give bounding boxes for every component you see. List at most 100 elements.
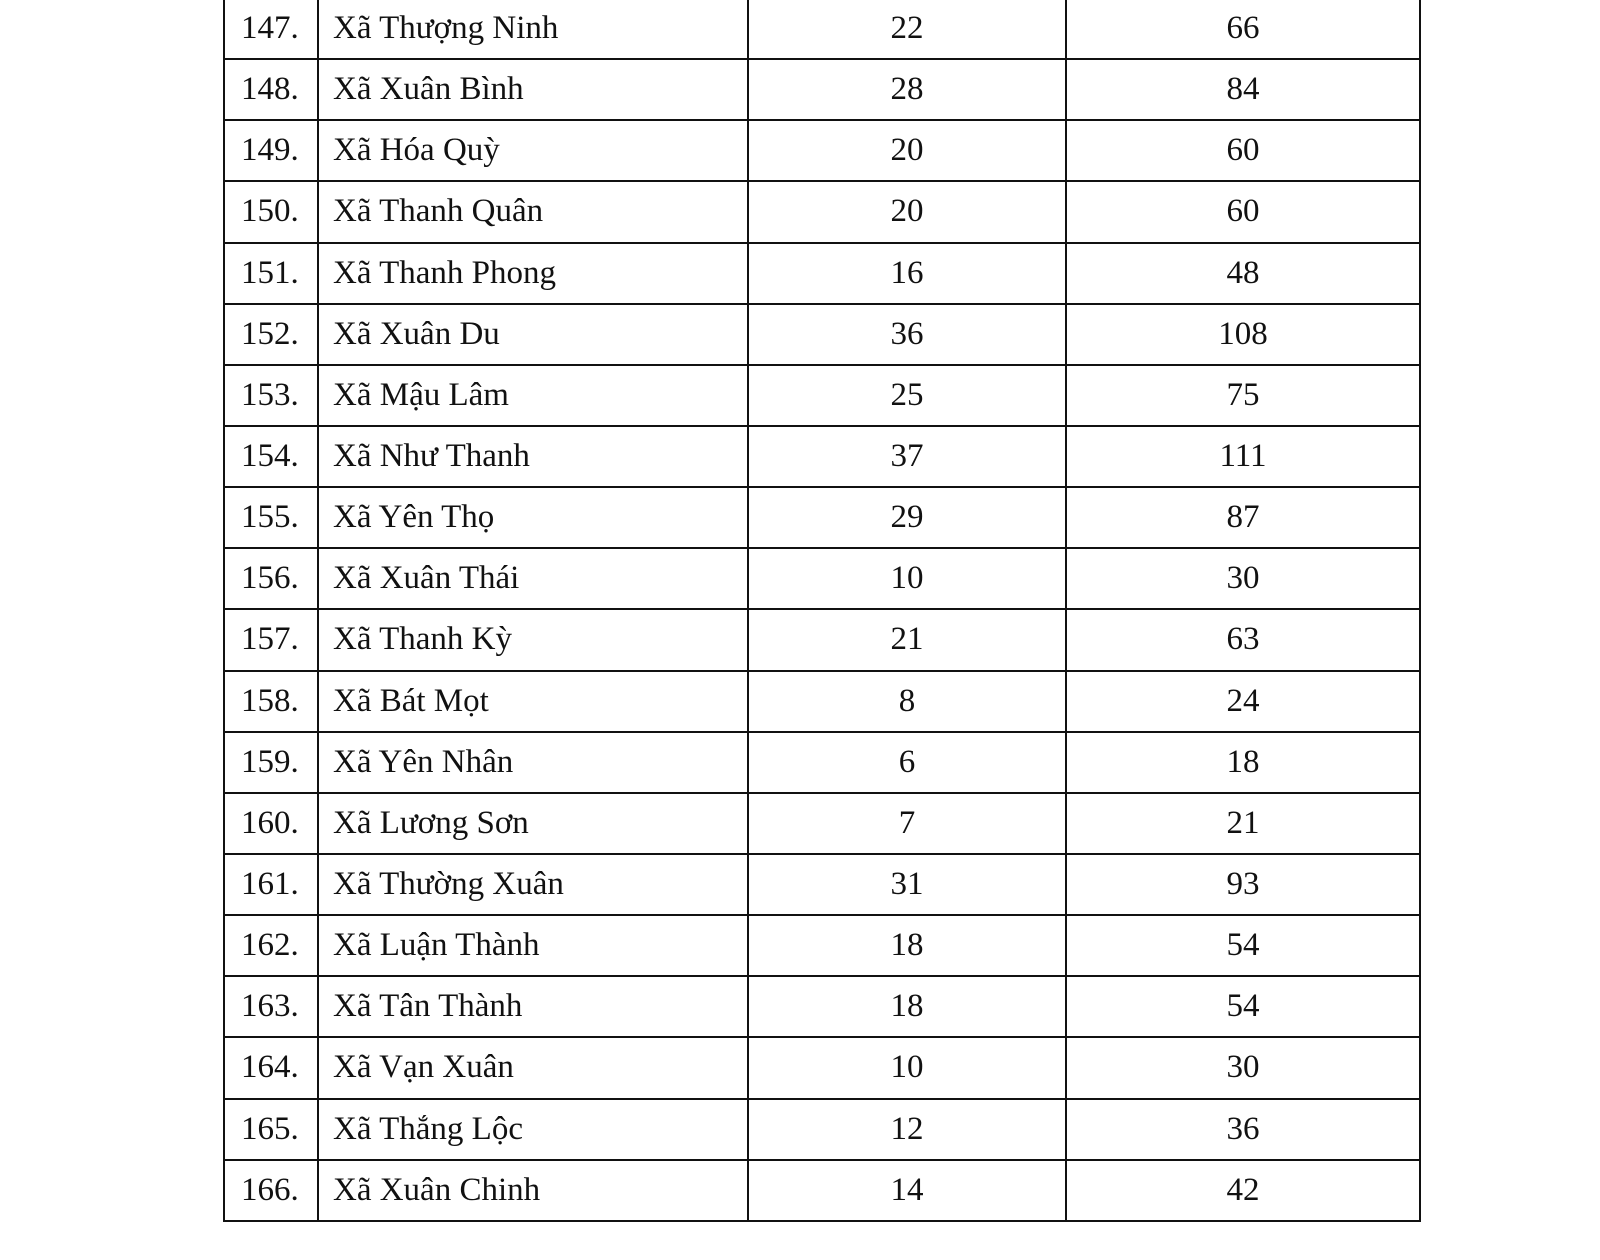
value-col-1: 18 xyxy=(747,914,1067,978)
row-number: 151. xyxy=(223,241,319,305)
table-row: 161. Xã Thường Xuân 31 93 xyxy=(223,852,1421,917)
commune-name: Xã Bát Mọt xyxy=(317,669,749,733)
table-row: 156. Xã Xuân Thái 10 30 xyxy=(223,547,1421,611)
value-col-2: 111 xyxy=(1065,424,1421,489)
table-row: 150. Xã Thanh Quân 20 60 xyxy=(223,180,1421,244)
value-col-2: 54 xyxy=(1065,914,1421,978)
value-col-2: 108 xyxy=(1065,302,1421,366)
commune-name: Xã Như Thanh xyxy=(317,424,749,489)
table-row: 148. Xã Xuân Bình 28 84 xyxy=(223,58,1421,122)
value-col-1: 10 xyxy=(747,1036,1067,1100)
row-number: 158. xyxy=(223,669,319,733)
value-col-2: 87 xyxy=(1065,486,1421,550)
value-col-2: 21 xyxy=(1065,791,1421,855)
table-row: 166. Xã Xuân Chinh 14 42 xyxy=(223,1158,1421,1222)
row-number: 154. xyxy=(223,424,319,489)
row-number: 149. xyxy=(223,119,319,183)
table-row: 151. Xã Thanh Phong 16 48 xyxy=(223,241,1421,305)
row-number: 162. xyxy=(223,914,319,978)
value-col-2: 30 xyxy=(1065,547,1421,611)
value-col-2: 75 xyxy=(1065,363,1421,427)
row-number: 165. xyxy=(223,1097,319,1161)
commune-name: Xã Thanh Quân xyxy=(317,180,749,244)
row-number: 156. xyxy=(223,547,319,611)
commune-name: Xã Tân Thành xyxy=(317,975,749,1039)
commune-name: Xã Thanh Kỳ xyxy=(317,608,749,672)
value-col-2: 60 xyxy=(1065,180,1421,244)
commune-name: Xã Thượng Ninh xyxy=(317,0,749,61)
table-row: 153. Xã Mậu Lâm 25 75 xyxy=(223,363,1421,427)
value-col-1: 16 xyxy=(747,241,1067,305)
row-number: 150. xyxy=(223,180,319,244)
value-col-1: 18 xyxy=(747,975,1067,1039)
commune-name: Xã Luận Thành xyxy=(317,914,749,978)
value-col-1: 22 xyxy=(747,0,1067,61)
table-row: 160. Xã Lương Sơn 7 21 xyxy=(223,791,1421,855)
value-col-2: 63 xyxy=(1065,608,1421,672)
table-row: 159. Xã Yên Nhân 6 18 xyxy=(223,730,1421,794)
row-number: 157. xyxy=(223,608,319,672)
value-col-1: 36 xyxy=(747,302,1067,366)
row-number: 164. xyxy=(223,1036,319,1100)
value-col-1: 21 xyxy=(747,608,1067,672)
row-number: 159. xyxy=(223,730,319,794)
value-col-1: 31 xyxy=(747,852,1067,917)
value-col-1: 7 xyxy=(747,791,1067,855)
commune-name: Xã Mậu Lâm xyxy=(317,363,749,427)
row-number: 161. xyxy=(223,852,319,917)
value-col-2: 84 xyxy=(1065,58,1421,122)
commune-table: 147. Xã Thượng Ninh 22 66 148. Xã Xuân Bình 28… xyxy=(223,0,1421,1222)
table-row: 155. Xã Yên Thọ 29 87 xyxy=(223,486,1421,550)
table-row: 163. Xã Tân Thành 18 54 xyxy=(223,975,1421,1039)
value-col-2: 30 xyxy=(1065,1036,1421,1100)
row-number: 166. xyxy=(223,1158,319,1222)
value-col-2: 66 xyxy=(1065,0,1421,61)
value-col-1: 37 xyxy=(747,424,1067,489)
commune-name: Xã Xuân Thái xyxy=(317,547,749,611)
commune-name: Xã Xuân Bình xyxy=(317,58,749,122)
commune-name: Xã Hóa Quỳ xyxy=(317,119,749,183)
value-col-1: 12 xyxy=(747,1097,1067,1161)
value-col-2: 54 xyxy=(1065,975,1421,1039)
row-number: 152. xyxy=(223,302,319,366)
value-col-2: 18 xyxy=(1065,730,1421,794)
value-col-1: 20 xyxy=(747,119,1067,183)
value-col-1: 20 xyxy=(747,180,1067,244)
commune-name: Xã Thắng Lộc xyxy=(317,1097,749,1161)
value-col-1: 6 xyxy=(747,730,1067,794)
commune-name: Xã Vạn Xuân xyxy=(317,1036,749,1100)
commune-name: Xã Xuân Chinh xyxy=(317,1158,749,1222)
row-number: 153. xyxy=(223,363,319,427)
row-number: 155. xyxy=(223,486,319,550)
row-number: 147. xyxy=(223,0,319,61)
value-col-2: 36 xyxy=(1065,1097,1421,1161)
row-number: 163. xyxy=(223,975,319,1039)
row-number: 148. xyxy=(223,58,319,122)
table-row: 165. Xã Thắng Lộc 12 36 xyxy=(223,1097,1421,1161)
value-col-1: 29 xyxy=(747,486,1067,550)
table-row: 147. Xã Thượng Ninh 22 66 xyxy=(223,0,1421,61)
value-col-2: 93 xyxy=(1065,852,1421,917)
value-col-2: 24 xyxy=(1065,669,1421,733)
value-col-1: 8 xyxy=(747,669,1067,733)
commune-name: Xã Yên Thọ xyxy=(317,486,749,550)
row-number: 160. xyxy=(223,791,319,855)
value-col-1: 25 xyxy=(747,363,1067,427)
value-col-2: 48 xyxy=(1065,241,1421,305)
table-row: 158. Xã Bát Mọt 8 24 xyxy=(223,669,1421,733)
table-row: 162. Xã Luận Thành 18 54 xyxy=(223,914,1421,978)
table-row: 164. Xã Vạn Xuân 10 30 xyxy=(223,1036,1421,1100)
commune-name: Xã Xuân Du xyxy=(317,302,749,366)
table-row: 154. Xã Như Thanh 37 111 xyxy=(223,424,1421,489)
table-row: 149. Xã Hóa Quỳ 20 60 xyxy=(223,119,1421,183)
value-col-2: 42 xyxy=(1065,1158,1421,1222)
commune-name: Xã Yên Nhân xyxy=(317,730,749,794)
value-col-1: 28 xyxy=(747,58,1067,122)
commune-name: Xã Lương Sơn xyxy=(317,791,749,855)
value-col-2: 60 xyxy=(1065,119,1421,183)
value-col-1: 14 xyxy=(747,1158,1067,1222)
commune-name: Xã Thanh Phong xyxy=(317,241,749,305)
table-row: 152. Xã Xuân Du 36 108 xyxy=(223,302,1421,366)
table-row: 157. Xã Thanh Kỳ 21 63 xyxy=(223,608,1421,672)
value-col-1: 10 xyxy=(747,547,1067,611)
